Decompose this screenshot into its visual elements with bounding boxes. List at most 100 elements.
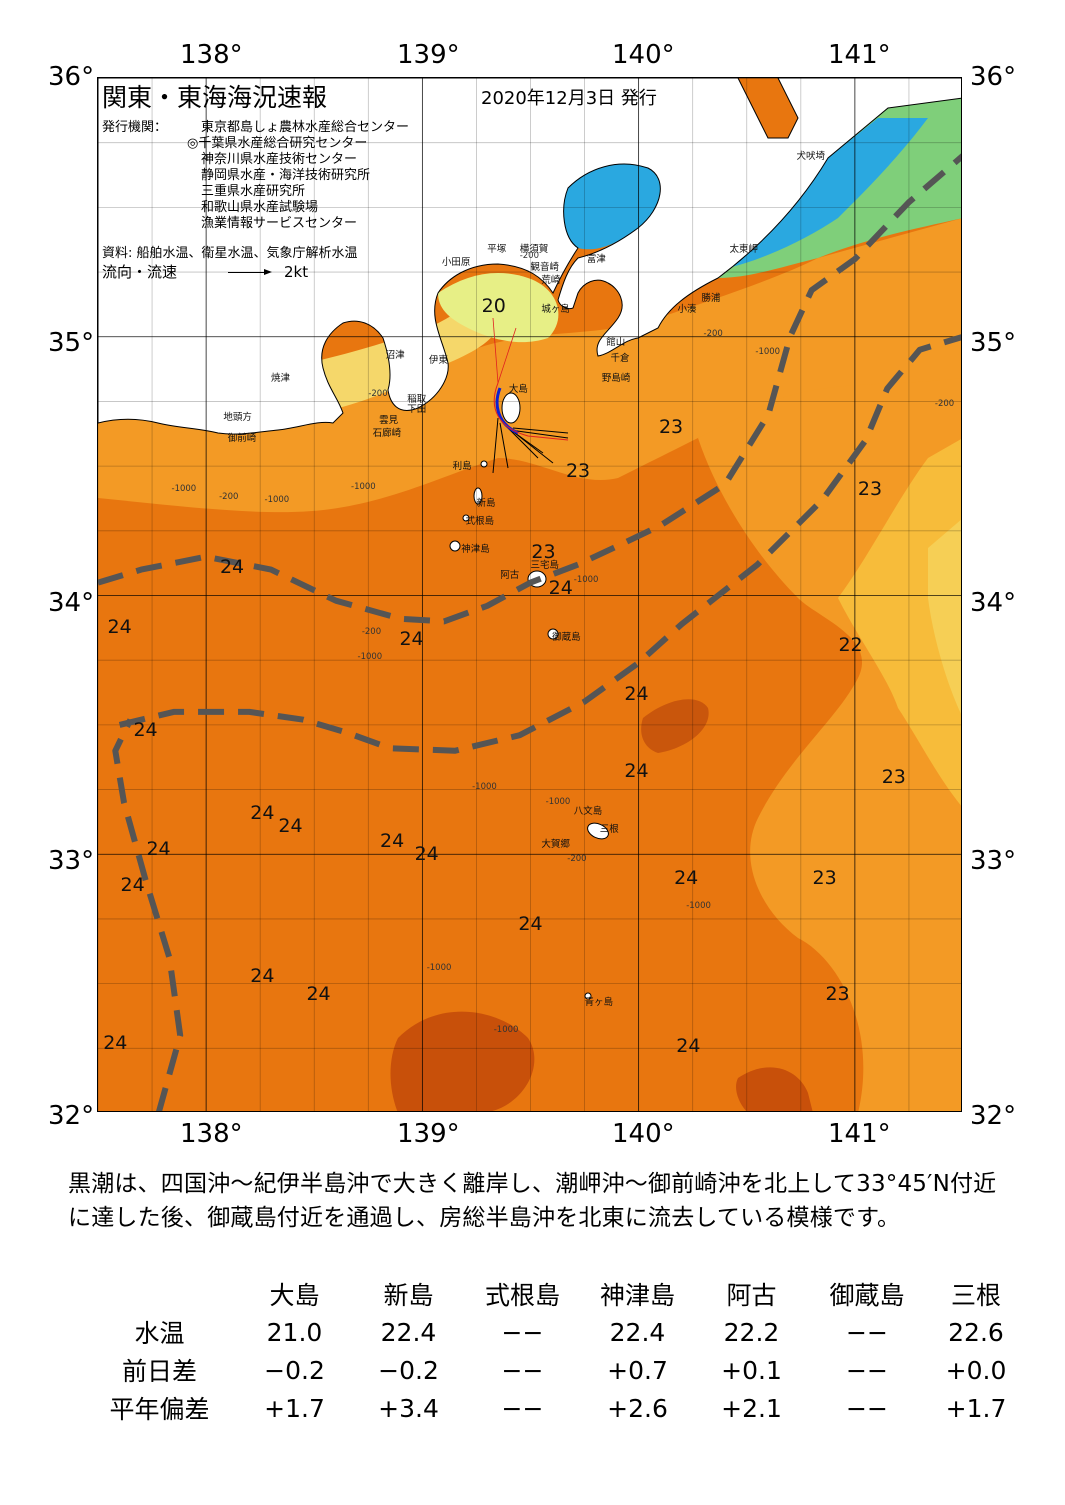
place-name-label: 観音崎	[530, 262, 560, 274]
island-oshima	[501, 392, 521, 424]
depth-contour-label: -200	[368, 388, 388, 399]
depth-contour-label: -1000	[264, 494, 290, 505]
place-name-label: 勝浦	[701, 293, 721, 305]
place-name-label: 沼津	[385, 350, 405, 362]
place-name-label: 下田	[407, 404, 427, 416]
station-name: 式根島	[484, 1281, 560, 1310]
depth-contour-label: -1000	[351, 481, 376, 492]
place-name-label: 三宅島	[530, 559, 560, 571]
kuroshio-axis-line	[98, 153, 961, 625]
place-name-label: 利島	[452, 461, 472, 473]
depth-contour-label: -1000	[573, 574, 599, 585]
place-name-label: 小田原	[441, 256, 471, 268]
table-cell: 22.4	[380, 1317, 437, 1347]
publisher-label: 発行機関：	[102, 120, 168, 135]
station-name: 神津島	[599, 1281, 675, 1310]
station-name: 三根	[950, 1281, 1001, 1310]
lat-tick-left-33: 33°	[48, 846, 95, 876]
place-name-label: 焼津	[271, 373, 291, 385]
lat-tick-right-33: 33°	[970, 846, 1017, 876]
place-name-label: 石廊崎	[372, 427, 402, 439]
lat-tick-right-34: 34°	[970, 588, 1017, 618]
table-cell: +0.0	[945, 1355, 1007, 1385]
island-aogashima	[584, 992, 592, 1000]
place-name-label: 大賀郷	[541, 839, 570, 851]
publisher-item: 神奈川県水産技術センター	[201, 152, 358, 167]
depth-contour-label: -1000	[755, 347, 781, 358]
sst-zone-20-sagami	[438, 273, 559, 343]
temperature-label: 24	[120, 874, 145, 897]
depth-contour-label: -1000	[493, 1025, 519, 1036]
place-name-label: 犬吠埼	[796, 150, 825, 162]
sst-zone-deep-warm-1	[390, 1011, 535, 1111]
temperature-label: 23	[857, 478, 883, 501]
place-name-label: 千倉	[610, 352, 630, 364]
place-name-label: 館山	[606, 337, 626, 349]
table-row: 前日差 −0.2 −0.2 −− +0.7 +0.1 −− +0.0	[82, 1351, 1026, 1389]
table-cell: 22.4	[609, 1317, 666, 1347]
depth-contour-label: -1000	[171, 484, 197, 495]
publisher-item: ◎千葉県水産総合研究センター	[187, 136, 368, 151]
row-label: 前日差	[121, 1357, 197, 1386]
place-name-label: 八文島	[573, 805, 603, 817]
island-mikurajima	[547, 628, 559, 640]
station-name: 御蔵島	[829, 1281, 905, 1310]
table-cell: +0.7	[607, 1355, 668, 1385]
table-cell: −−	[501, 1317, 544, 1347]
lon-tick-top-138: 138°	[180, 40, 243, 70]
table-cell: +0.1	[721, 1355, 782, 1385]
table-cell: +1.7	[264, 1393, 325, 1423]
table-cell: −0.2	[264, 1355, 325, 1385]
temperature-label: 23	[531, 540, 556, 563]
map-canvas	[98, 78, 961, 1111]
temperature-label: 24	[146, 838, 171, 861]
current-legend-unit: 2kt	[284, 263, 309, 281]
temperature-label: 24	[133, 719, 158, 742]
temperature-label: 24	[306, 982, 331, 1005]
table-cell: 22.2	[723, 1317, 780, 1347]
place-name-label: 城ヶ島	[541, 303, 570, 315]
table-cell: 22.6	[948, 1317, 1004, 1347]
current-legend-label: 流向・流速	[102, 263, 178, 281]
place-name-label: 荒崎	[541, 275, 561, 287]
place-name-label: 小湊	[677, 303, 697, 315]
temperature-label: 22	[838, 633, 863, 656]
sst-zone-deep-warm-3	[641, 699, 709, 753]
depth-contour-label: -200	[703, 328, 723, 339]
place-name-label: 新島	[476, 497, 496, 509]
kuroshio-axis-line	[118, 334, 961, 754]
publisher-item: 三重県水産研究所	[201, 184, 306, 199]
kuroshio-axes	[98, 153, 961, 1111]
temperature-label: 24	[380, 830, 405, 853]
publisher-item: 漁業情報サービスセンター	[201, 216, 358, 231]
sst-zone-21-east	[928, 519, 961, 714]
current-legend-arrowhead-icon	[264, 269, 272, 275]
temperature-label: 20	[481, 294, 506, 317]
depth-contour-label: -1000	[357, 652, 383, 663]
temperature-label: 24	[674, 866, 699, 889]
temperature-label: 24	[414, 843, 439, 866]
sea-temperature-map: 関東・東海海況速報 2020年12月3日 発行 発行機関： 東京都島しょ農林水産…	[97, 77, 962, 1112]
table-cell: −−	[846, 1317, 888, 1347]
temperature-label: 24	[624, 760, 649, 783]
lon-tick-bottom-141: 141°	[828, 1119, 891, 1149]
sst-zone-cold-choshi-inner	[728, 118, 928, 268]
table-cell: 21.0	[266, 1317, 323, 1347]
graticule	[98, 78, 961, 1111]
depth-contour-label: -1000	[686, 900, 711, 911]
temperature-label: 23	[812, 866, 837, 889]
station-name: 大島	[269, 1281, 320, 1310]
map-title: 関東・東海海況速報	[102, 83, 328, 112]
lat-tick-left-32: 32°	[48, 1101, 95, 1131]
depth-contour-label: -200	[219, 492, 239, 502]
place-name-label: 富津	[586, 254, 606, 266]
depth-contour-label: -1000	[545, 797, 571, 808]
table-cell: +2.1	[721, 1393, 782, 1423]
place-name-label: 稲取	[407, 394, 427, 406]
depth-contour-label: -200	[567, 854, 587, 865]
lat-tick-right-35: 35°	[970, 328, 1017, 358]
depth-contour-label: -200	[361, 626, 382, 637]
place-name-label: 神津島	[461, 544, 490, 556]
lat-tick-left-35: 35°	[48, 328, 95, 358]
table-cell: −−	[846, 1355, 888, 1385]
